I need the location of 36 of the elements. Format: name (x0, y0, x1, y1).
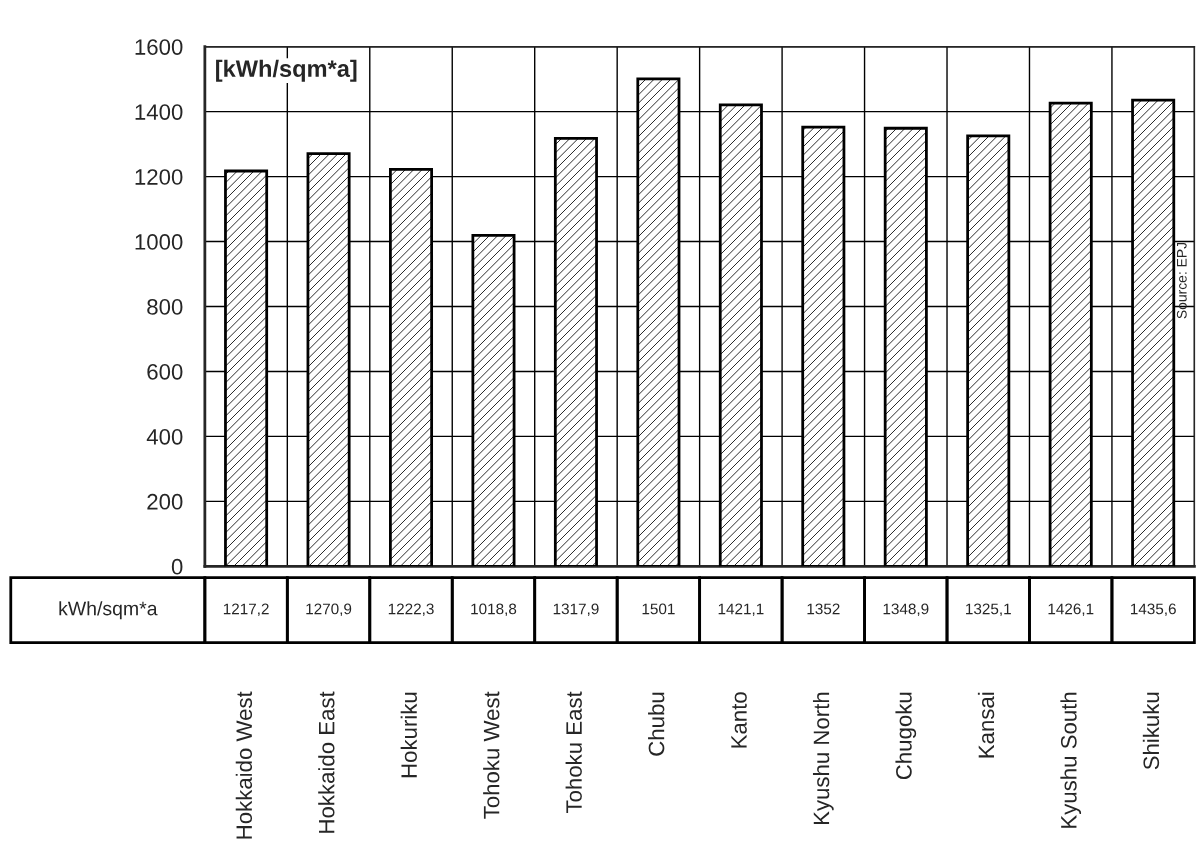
annotation: Source: EPJ (1176, 242, 1187, 319)
data-label: 1222,3 (388, 603, 434, 617)
y-tick-label: 1600 (135, 39, 183, 55)
data-label: 1435,6 (1130, 603, 1176, 617)
y-tick-label: 600 (147, 363, 183, 380)
x-tick-label: Kyushu North (812, 692, 834, 825)
y-tick-label: 1200 (135, 169, 183, 185)
data-label: 1018,8 (471, 603, 517, 617)
y-tick-label: 200 (147, 493, 183, 510)
data-label: 1217,2 (223, 603, 269, 617)
data-label: 1348,9 (883, 603, 929, 617)
data-label: 1426,1 (1048, 603, 1094, 617)
y-axis-title: [kWh/sqm*a] (216, 59, 357, 82)
y-tick-label: 1000 (135, 234, 183, 250)
text: kWh/sqm*a (59, 601, 158, 620)
x-tick-label: Tohoku East (565, 691, 582, 814)
data-label: 1317,9 (553, 603, 599, 617)
x-tick-label: Tohoku West (483, 691, 500, 819)
x-tick-label: Chubu (648, 692, 665, 756)
data-label: 1325,1 (966, 603, 1011, 617)
x-tick-label: Hokkaido West (235, 691, 253, 839)
y-tick-label: 0 (171, 558, 183, 575)
data-label: 1501 (642, 603, 675, 615)
x-tick-label: Hokuriku (400, 692, 417, 778)
x-tick-label: Chugoku (895, 692, 917, 780)
y-tick-label: 400 (146, 428, 183, 445)
data-label: 1421,1 (718, 603, 764, 617)
x-tick-label: Kyushu South (1060, 692, 1082, 828)
x-tick-label: Shikuku (1142, 692, 1160, 770)
data-label: 1352 (807, 603, 840, 615)
x-tick-label: Hokkaido East (318, 691, 335, 833)
x-tick-label: Kanto (731, 692, 747, 748)
x-tick-label: Kansai (977, 692, 995, 758)
y-tick-label: 800 (147, 299, 183, 315)
data-label: 1270,9 (306, 603, 352, 617)
y-tick-label: 1400 (135, 104, 183, 120)
